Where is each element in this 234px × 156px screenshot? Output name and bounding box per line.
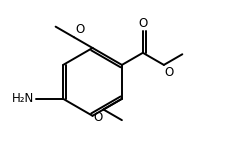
- Text: O: O: [93, 111, 102, 124]
- Text: O: O: [138, 17, 147, 29]
- Text: O: O: [75, 23, 84, 36]
- Text: H₂N: H₂N: [12, 92, 34, 105]
- Text: O: O: [165, 66, 174, 79]
- Text: methoxy: methoxy: [9, 15, 55, 25]
